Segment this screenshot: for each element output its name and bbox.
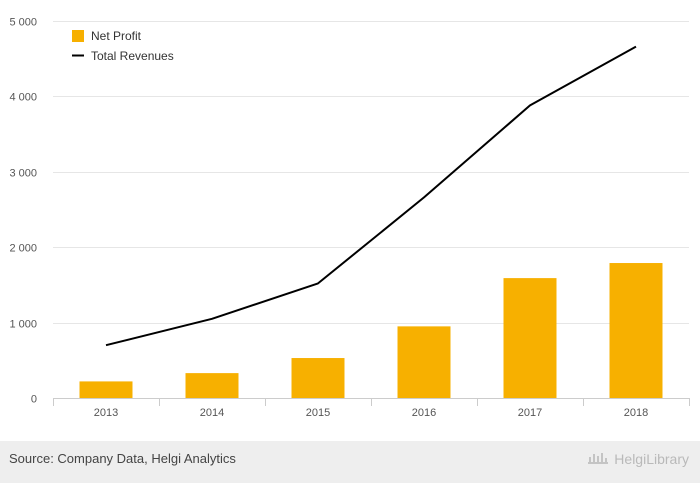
legend-label-net-profit: Net Profit	[91, 29, 142, 43]
net-profit-bar	[503, 278, 557, 398]
helgi-library-logo-icon	[588, 453, 609, 464]
x-tick-label: 2017	[518, 407, 542, 419]
x-tick-label: 2015	[306, 407, 330, 419]
x-tick-label: 2016	[412, 407, 436, 419]
x-tick-label: 2013	[94, 407, 118, 419]
net-profit-bar	[397, 326, 451, 398]
gridlines	[53, 21, 689, 324]
legend-label-total-revenues: Total Revenues	[91, 49, 174, 63]
net-profit-bar	[185, 373, 239, 398]
y-tick-label: 5 000	[9, 17, 37, 29]
brand-name: HelgiLibrary	[614, 451, 689, 467]
net-profit-bar	[291, 358, 345, 398]
y-tick-label: 3 000	[9, 168, 37, 180]
legend: Net Profit Total Revenues	[72, 29, 174, 63]
total-revenues-line	[105, 45, 637, 347]
y-tick-label: 4 000	[9, 92, 37, 104]
footer: Source: Company Data, Helgi Analytics He…	[0, 441, 700, 483]
y-tick-label: 0	[31, 394, 37, 406]
x-axis: 2013 2014 2015 2016 2017 2018	[53, 398, 690, 419]
x-tick-label: 2014	[200, 407, 224, 419]
y-tick-label: 2 000	[9, 243, 37, 255]
net-profit-bars	[79, 263, 663, 398]
y-axis-ticks: 0 1 000 2 000 3 000 4 000 5 000	[9, 17, 37, 406]
brand-link[interactable]: HelgiLibrary	[587, 450, 689, 468]
legend-swatch-net-profit	[72, 30, 84, 42]
net-profit-bar	[609, 263, 663, 398]
source-text: Source: Company Data, Helgi Analytics	[9, 451, 236, 466]
y-tick-label: 1 000	[9, 319, 37, 331]
x-tick-label: 2018	[624, 407, 648, 419]
net-profit-bar	[79, 381, 133, 398]
total-revenues-line-group	[105, 45, 637, 347]
